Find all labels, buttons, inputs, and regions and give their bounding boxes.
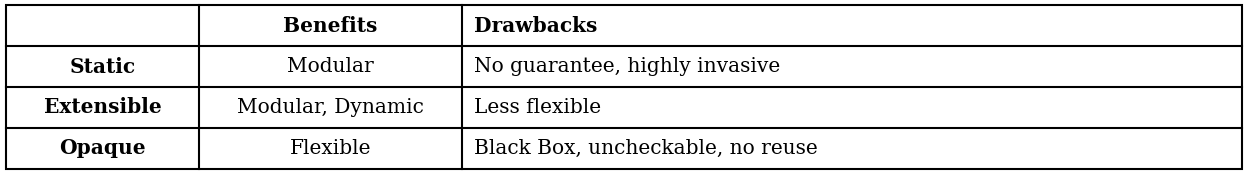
Text: Static: Static: [70, 57, 136, 77]
Text: Drawbacks: Drawbacks: [474, 16, 598, 36]
Text: Less flexible: Less flexible: [474, 98, 602, 117]
Text: Black Box, uncheckable, no reuse: Black Box, uncheckable, no reuse: [474, 139, 817, 158]
Text: Modular, Dynamic: Modular, Dynamic: [237, 98, 424, 117]
Text: Flexible: Flexible: [290, 139, 371, 158]
Text: Modular: Modular: [287, 57, 374, 76]
Text: Benefits: Benefits: [283, 16, 378, 36]
Text: Extensible: Extensible: [44, 97, 162, 117]
Text: Opaque: Opaque: [60, 138, 146, 158]
Text: No guarantee, highly invasive: No guarantee, highly invasive: [474, 57, 780, 76]
